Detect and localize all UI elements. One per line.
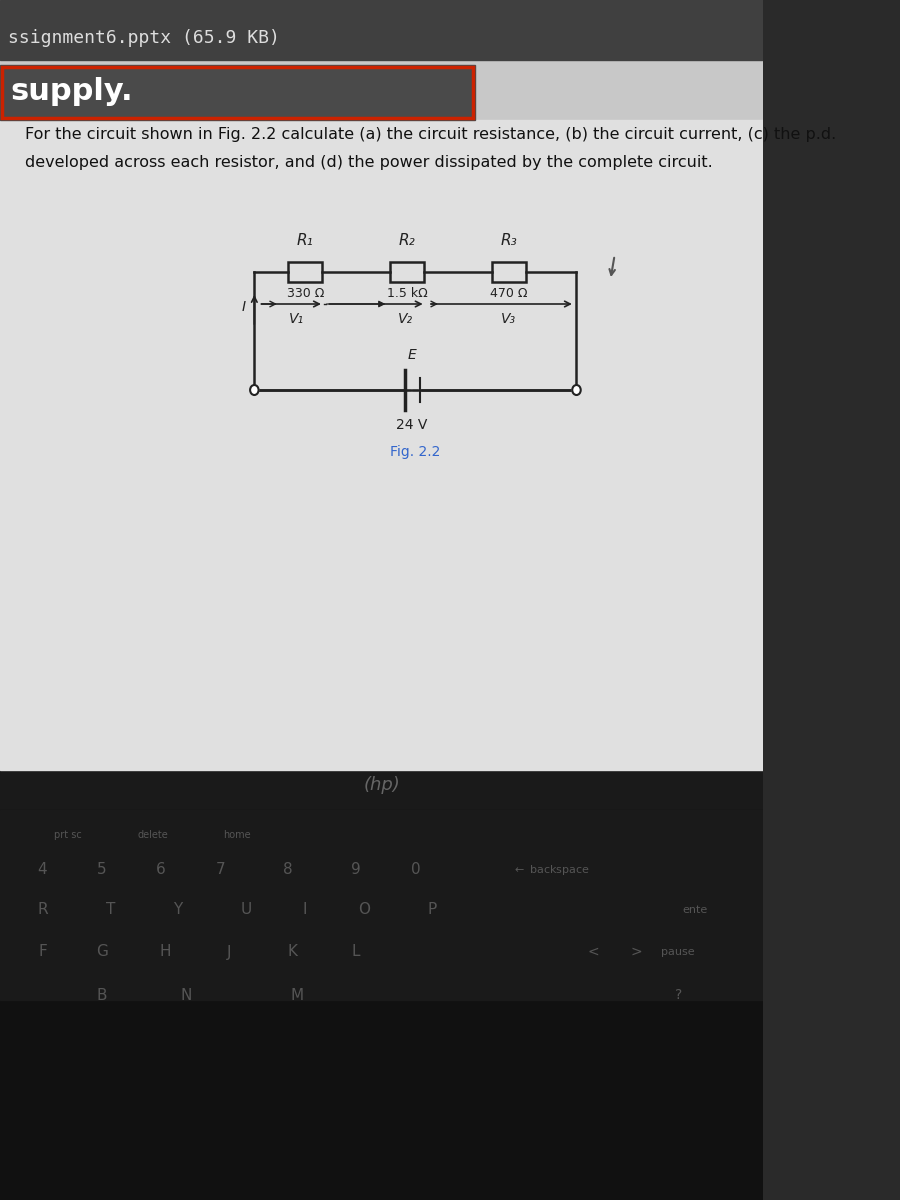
Text: 6: 6: [157, 863, 166, 877]
Text: 470 Ω: 470 Ω: [490, 287, 527, 300]
Text: F: F: [38, 944, 47, 960]
Text: prt sc: prt sc: [54, 830, 82, 840]
Text: J: J: [227, 944, 231, 960]
Text: I: I: [242, 300, 246, 314]
Text: P: P: [428, 902, 437, 918]
Bar: [2, 67, 473, 118]
Text: T: T: [105, 902, 115, 918]
Text: M: M: [290, 988, 303, 1002]
Text: developed across each resistor, and (d) the power dissipated by the complete cir: developed across each resistor, and (d) …: [25, 155, 713, 169]
Text: R₁: R₁: [297, 233, 313, 248]
Bar: [0, 760, 763, 810]
Text: V₃: V₃: [501, 312, 517, 326]
Text: For the circuit shown in Fig. 2.2 calculate (a) the circuit resistance, (b) the : For the circuit shown in Fig. 2.2 calcul…: [25, 127, 837, 143]
Bar: [491, 262, 526, 282]
Text: <: <: [588, 946, 599, 959]
Text: V₂: V₂: [398, 312, 413, 326]
Text: V₁: V₁: [289, 312, 304, 326]
Circle shape: [250, 385, 258, 395]
Text: $\leftarrow$ backspace: $\leftarrow$ backspace: [512, 863, 590, 877]
Text: 24 V: 24 V: [396, 418, 428, 432]
Text: N: N: [181, 988, 193, 1002]
Text: 330 Ω: 330 Ω: [286, 287, 324, 300]
Bar: [0, 0, 763, 770]
Bar: [0, 120, 763, 770]
Text: pause: pause: [662, 947, 695, 958]
Text: ?: ?: [675, 988, 682, 1002]
Text: H: H: [159, 944, 171, 960]
Text: 0: 0: [410, 863, 420, 877]
Text: G: G: [95, 944, 108, 960]
Text: 8: 8: [284, 863, 293, 877]
Text: Fig. 2.2: Fig. 2.2: [391, 445, 441, 458]
Text: ssignment6.pptx (65.9 KB): ssignment6.pptx (65.9 KB): [8, 29, 281, 47]
Text: E: E: [408, 348, 417, 362]
Text: 1.5 kΩ: 1.5 kΩ: [387, 287, 428, 300]
Text: Y: Y: [174, 902, 183, 918]
Text: delete: delete: [137, 830, 168, 840]
Text: 4: 4: [38, 863, 47, 877]
Text: 7: 7: [216, 863, 225, 877]
Text: K: K: [287, 944, 298, 960]
Text: I: I: [303, 902, 308, 918]
Text: U: U: [240, 902, 251, 918]
Bar: [0, 65, 475, 120]
Text: ente: ente: [682, 905, 707, 914]
Bar: [0, 810, 763, 1200]
Circle shape: [572, 385, 580, 395]
Text: 5: 5: [97, 863, 106, 877]
Text: R: R: [37, 902, 48, 918]
Text: home: home: [223, 830, 251, 840]
Text: R₂: R₂: [399, 233, 415, 248]
Text: >: >: [630, 946, 642, 959]
Text: O: O: [358, 902, 371, 918]
Bar: [288, 262, 322, 282]
Bar: [0, 65, 475, 120]
Text: R₃: R₃: [500, 233, 517, 248]
Bar: [390, 262, 424, 282]
Text: 9: 9: [351, 863, 361, 877]
Text: supply.: supply.: [10, 78, 133, 107]
Bar: [0, 810, 763, 1000]
Text: (hp): (hp): [363, 776, 400, 794]
Bar: [0, 0, 763, 60]
Text: B: B: [96, 988, 107, 1002]
Text: L: L: [352, 944, 360, 960]
